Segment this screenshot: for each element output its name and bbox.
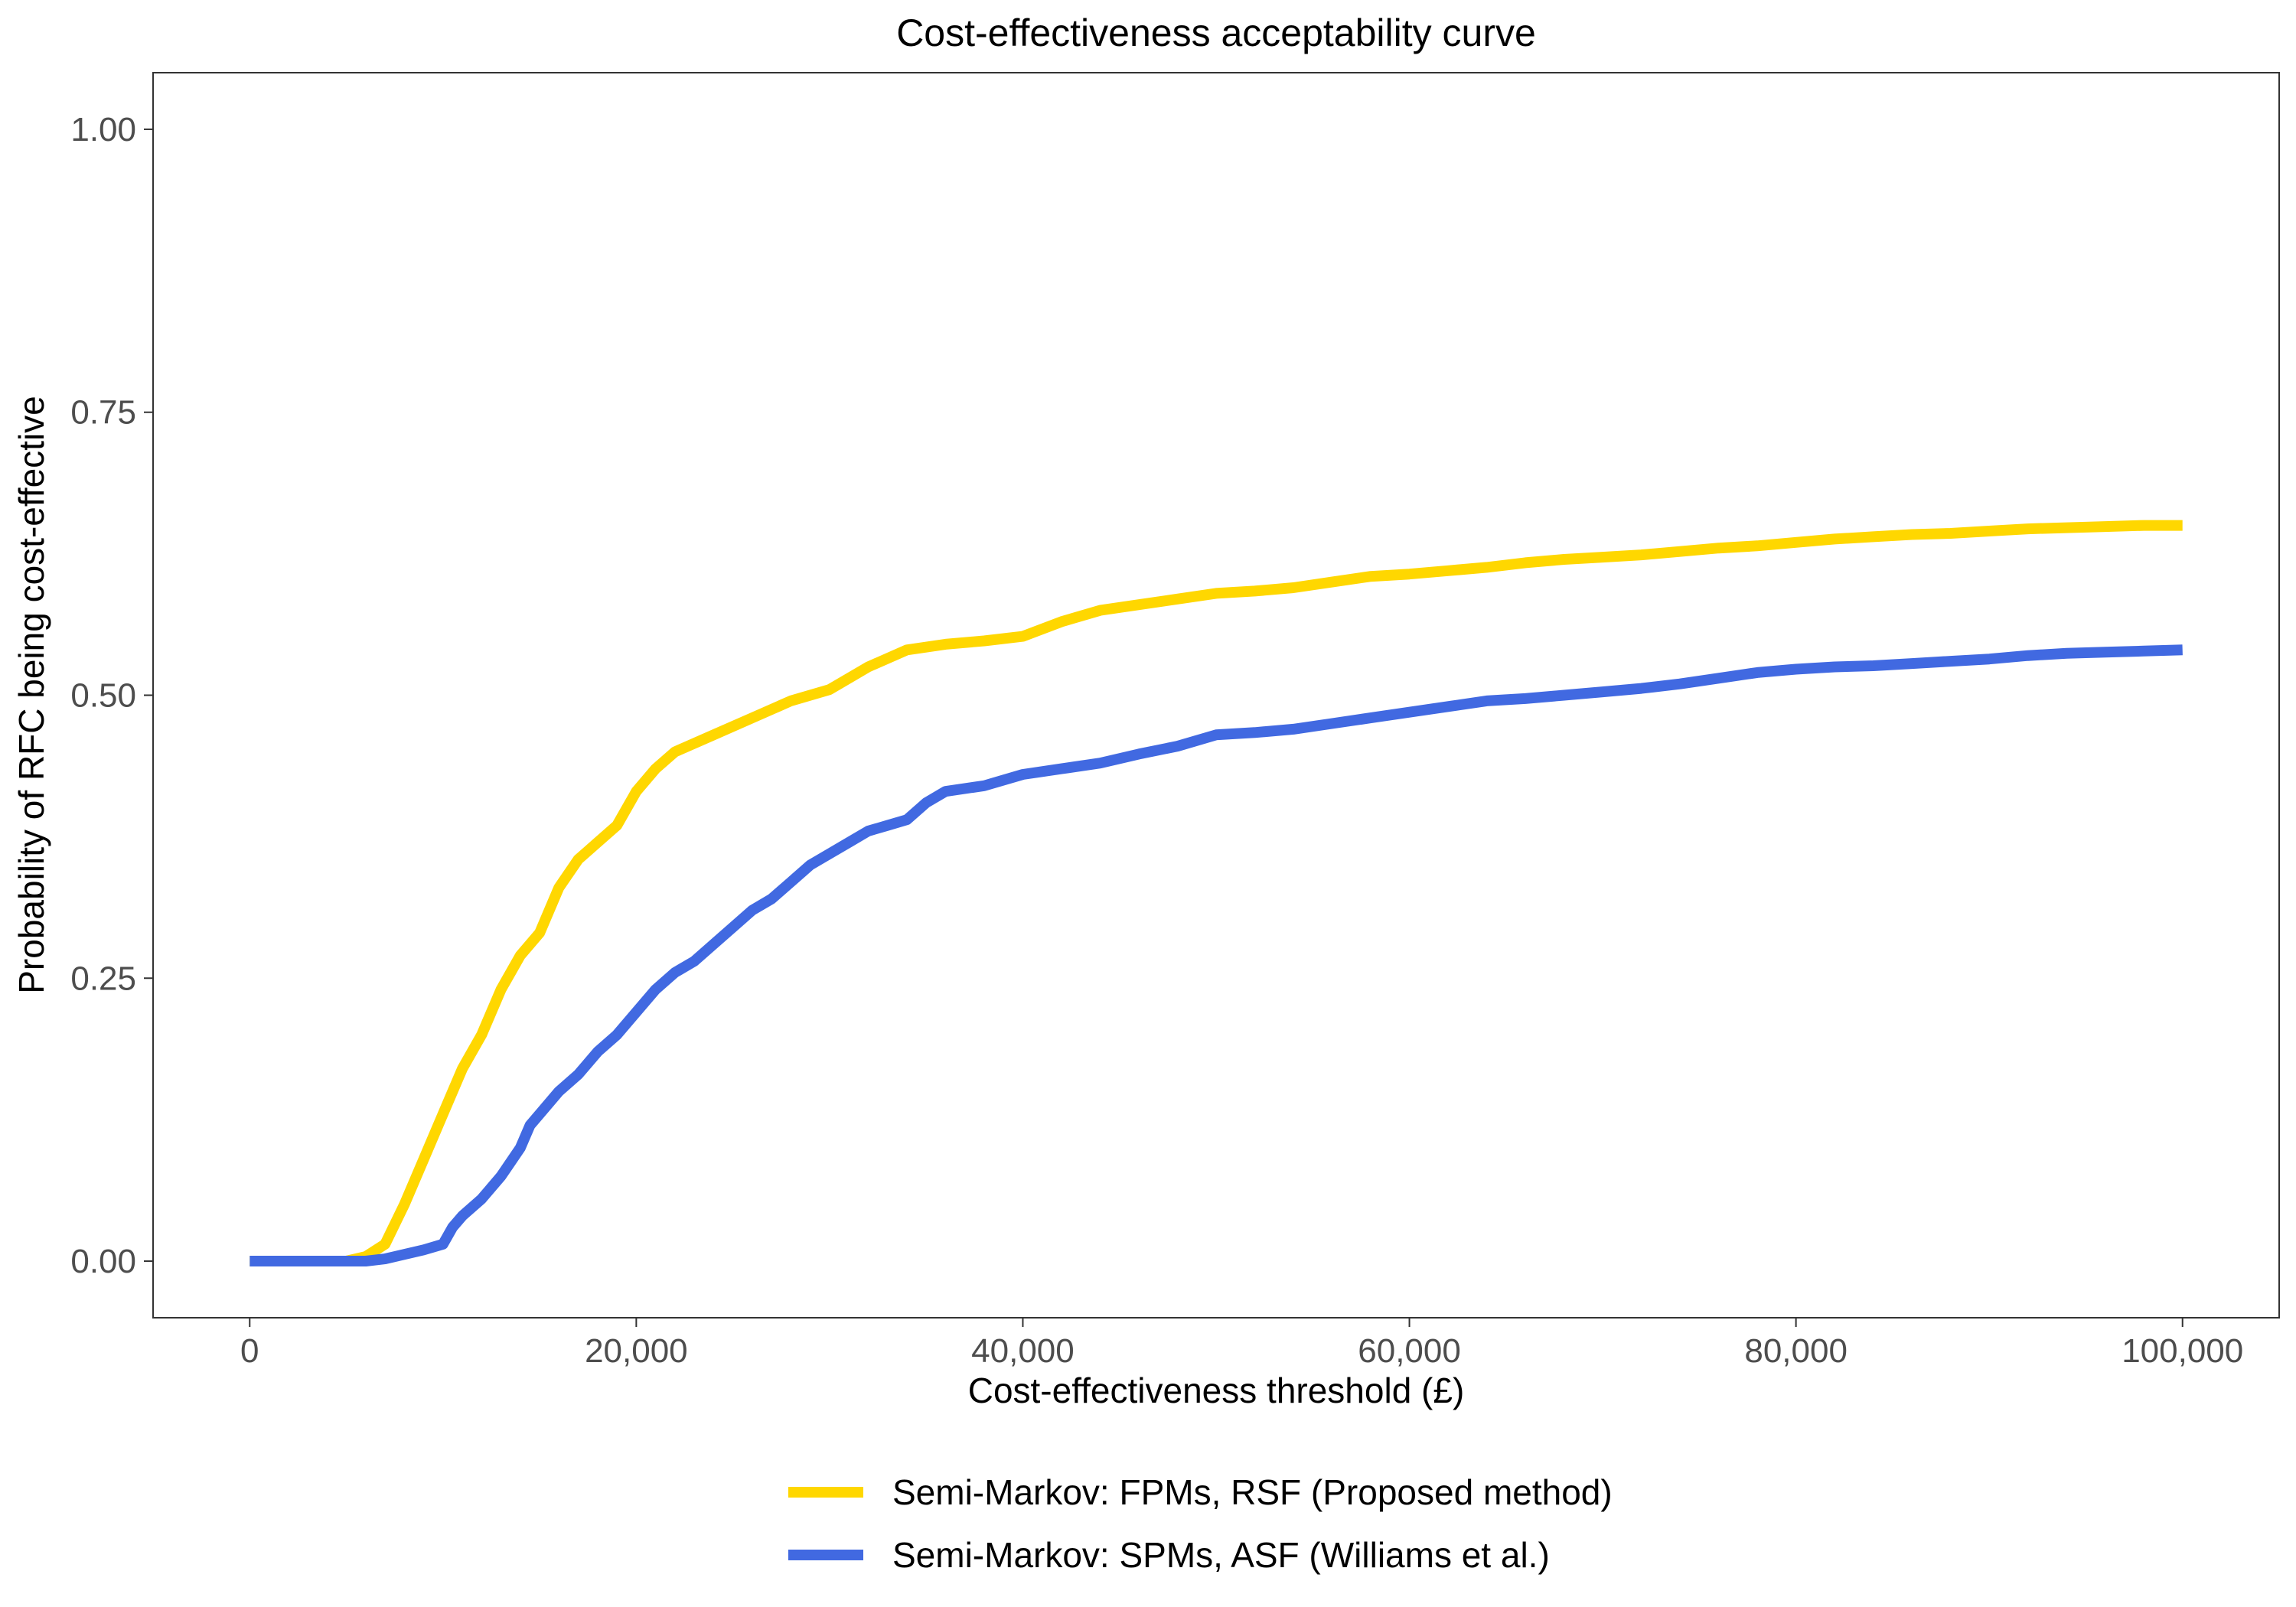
- legend: Semi-Markov: FPMs, RSF (Proposed method)…: [788, 1472, 1613, 1575]
- y-tick-label: 1.00: [70, 111, 136, 148]
- legend-label: Semi-Markov: SPMs, ASF (Williams et al.): [892, 1535, 1550, 1575]
- y-tick-label: 0.50: [70, 677, 136, 715]
- y-axis: 0.00 0.25 0.50 0.75 1.00: [70, 111, 153, 1280]
- x-tick-label: 80,000: [1744, 1332, 1848, 1370]
- x-tick-label: 60,000: [1358, 1332, 1461, 1370]
- series-line: [249, 644, 2183, 1266]
- series-layer: [249, 520, 2183, 1266]
- y-tick-label: 0.75: [70, 394, 136, 432]
- x-tick-label: 0: [240, 1332, 259, 1370]
- x-axis: 0 20,000 40,000 60,000 80,000 100,000: [240, 1318, 2243, 1370]
- chart-title: Cost-effectiveness acceptability curve: [896, 11, 1536, 54]
- y-tick-label: 0.25: [70, 960, 136, 997]
- plot-panel: [152, 72, 2280, 1319]
- x-tick-label: 40,000: [971, 1332, 1075, 1370]
- x-axis-title: Cost-effectiveness threshold (£): [968, 1371, 1465, 1410]
- x-tick-label: 100,000: [2122, 1332, 2243, 1370]
- x-tick-label: 20,000: [585, 1332, 688, 1370]
- legend-label: Semi-Markov: FPMs, RSF (Proposed method): [892, 1472, 1613, 1512]
- y-axis-title: Probability of RFC being cost-effective: [11, 396, 51, 994]
- series-line: [249, 520, 2183, 1266]
- y-tick-label: 0.00: [70, 1243, 136, 1280]
